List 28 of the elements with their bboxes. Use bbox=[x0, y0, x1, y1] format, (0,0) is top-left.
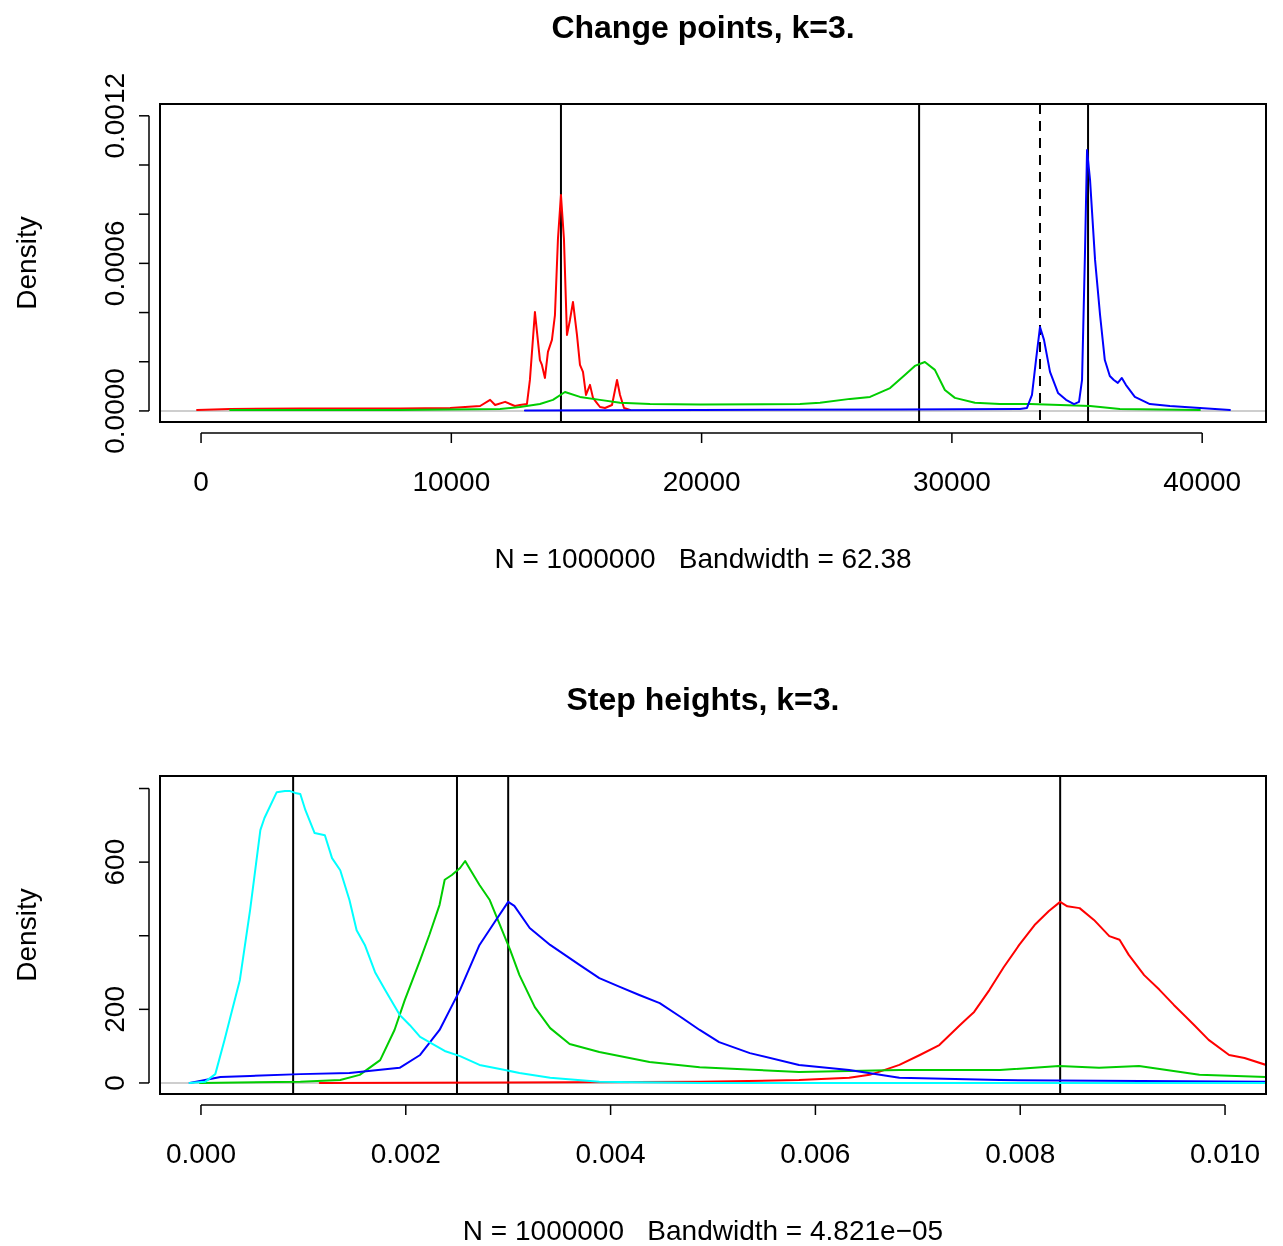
chart-title: Change points, k=3. bbox=[551, 9, 855, 45]
x-tick-label: 0.004 bbox=[575, 1138, 646, 1169]
x-tick-label: 0 bbox=[193, 466, 209, 497]
y-tick-label: 0 bbox=[98, 1075, 130, 1091]
x-tick-label: 0.002 bbox=[370, 1138, 441, 1169]
line-series bbox=[523, 148, 1231, 412]
x-tick-label: 30000 bbox=[912, 466, 991, 497]
y-tick-label: 0.0006 bbox=[98, 220, 130, 307]
line-series bbox=[196, 194, 632, 411]
x-tick-label: 0.006 bbox=[780, 1138, 851, 1169]
x-axis-title: N = 1000000 Bandwidth = 62.38 bbox=[494, 543, 912, 574]
x-tick-label: 0.010 bbox=[1190, 1138, 1261, 1169]
y-tick-label: 600 bbox=[98, 838, 130, 886]
x-axis-title: N = 1000000 Bandwidth = 4.821e−05 bbox=[462, 1215, 944, 1246]
y-axis-title: Density bbox=[11, 888, 42, 982]
x-tick-label: 40000 bbox=[1163, 466, 1242, 497]
line-series bbox=[198, 860, 1266, 1084]
x-tick-label: 10000 bbox=[412, 466, 491, 497]
line-series bbox=[229, 360, 1201, 411]
y-axis-title: Density bbox=[11, 216, 42, 310]
x-tick-label: 0.000 bbox=[165, 1138, 236, 1169]
chart-title: Step heights, k=3. bbox=[566, 681, 840, 717]
line-series bbox=[188, 790, 1266, 1084]
x-tick-label: 20000 bbox=[662, 466, 741, 497]
y-tick-label: 0.0000 bbox=[98, 368, 130, 454]
y-tick-label: 200 bbox=[98, 985, 130, 1033]
y-tick-label: 0.0012 bbox=[98, 72, 130, 159]
x-tick-label: 0.008 bbox=[985, 1138, 1056, 1169]
